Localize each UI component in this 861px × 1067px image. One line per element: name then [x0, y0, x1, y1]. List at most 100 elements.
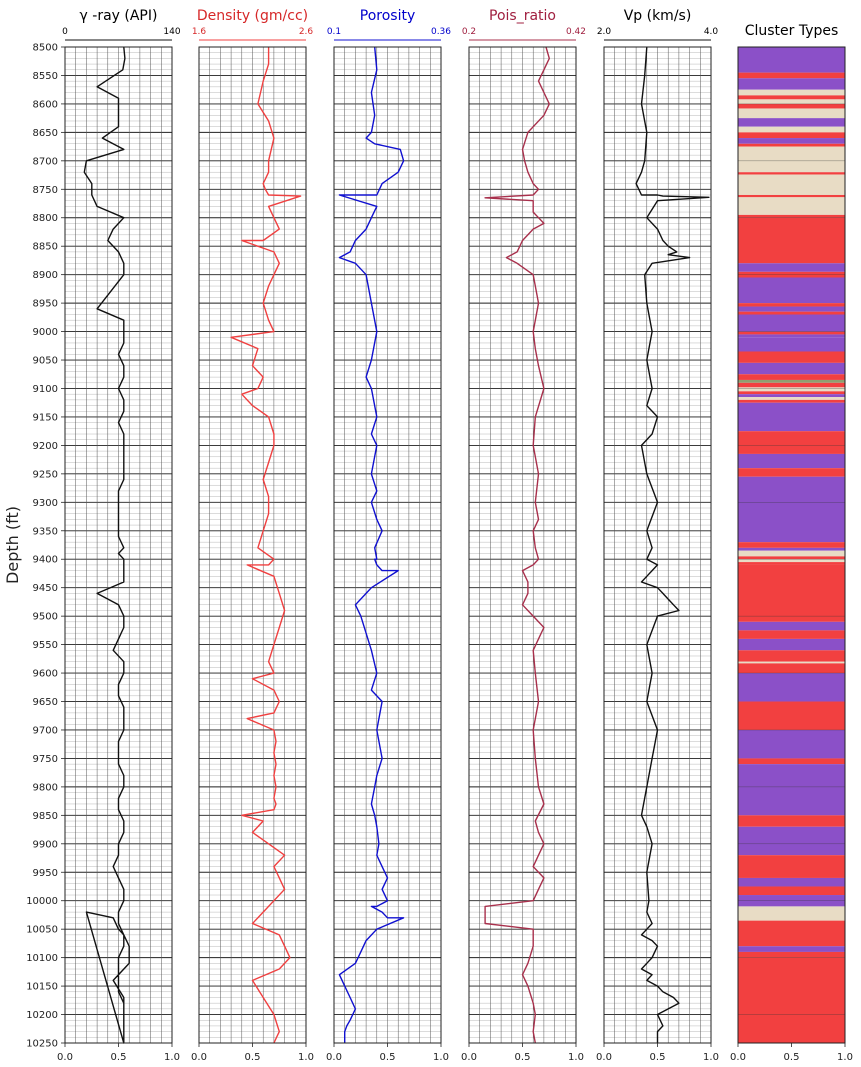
scale-max-label: 0.42	[566, 27, 586, 37]
cluster-band	[738, 306, 845, 312]
cluster-band	[738, 951, 845, 958]
cluster-band	[738, 99, 845, 104]
depth-tick-label: 9550	[33, 640, 58, 651]
depth-tick-label: 10000	[26, 896, 58, 907]
x-tick-label: 1.0	[837, 1052, 853, 1063]
cluster-band	[738, 542, 845, 548]
x-tick-label: 1.0	[164, 1052, 180, 1063]
depth-tick-label: 9700	[33, 725, 58, 736]
cluster-band	[738, 663, 845, 674]
cluster-band	[738, 126, 845, 133]
depth-tick-label: 10050	[26, 925, 58, 936]
scale-min-label: 0.1	[327, 27, 341, 37]
scale-min-label: 1.6	[192, 27, 207, 37]
track-3: 0.1 0.36 Porosity 0.0 0.5 1.0	[326, 8, 451, 1063]
cluster-band	[738, 263, 845, 272]
x-tick-label: 0.5	[784, 1052, 800, 1063]
scale-max-label: 4.0	[704, 27, 719, 37]
depth-tick-label: 9000	[33, 327, 58, 338]
depth-tick-label: 9450	[33, 583, 58, 594]
log-curve	[83, 46, 130, 1044]
depth-tick-label: 9200	[33, 441, 58, 452]
x-tick-label: 0.5	[380, 1052, 396, 1063]
cluster-band	[738, 174, 845, 195]
depth-tick-label: 8550	[33, 71, 58, 82]
cluster-band	[738, 138, 845, 144]
cluster-band	[738, 547, 845, 551]
cluster-band	[738, 564, 845, 622]
cluster-band	[738, 197, 845, 215]
track-title: Porosity	[360, 8, 415, 24]
cluster-band	[738, 431, 845, 454]
log-curve	[635, 46, 710, 1043]
cluster-band	[738, 764, 845, 816]
depth-tick-label: 9300	[33, 498, 58, 509]
cluster-band	[738, 729, 845, 759]
log-curve	[230, 47, 302, 1044]
depth-tick-label: 8500	[33, 43, 58, 54]
cluster-band	[738, 143, 845, 147]
cluster-band	[738, 103, 845, 109]
scale-max-label: 0.36	[431, 27, 451, 37]
x-tick-label: 0.0	[596, 1052, 612, 1063]
x-tick-label: 0.0	[326, 1052, 342, 1063]
depth-tick-label: 8700	[33, 156, 58, 167]
depth-tick-label: 8750	[33, 185, 58, 196]
depth-tick-label: 9600	[33, 669, 58, 680]
cluster-band	[738, 217, 845, 264]
depth-axis: 8500 8550 8600 8650 8700 8750 8800 8850 8900 8950…	[26, 43, 65, 1050]
cluster-band	[738, 920, 845, 947]
track-1: 0 140 γ -ray (API) 0.0 0.5 1.0	[57, 8, 181, 1063]
depth-tick-label: 9800	[33, 782, 58, 793]
depth-tick-label: 9900	[33, 839, 58, 850]
cluster-band	[738, 387, 845, 392]
cluster-band	[738, 331, 845, 335]
depth-tick-label: 9250	[33, 469, 58, 480]
cluster-band	[738, 661, 845, 664]
depth-tick-label: 8900	[33, 270, 58, 281]
cluster-band	[738, 311, 845, 315]
depth-tick-label: 10100	[26, 953, 58, 964]
x-tick-label: 1.0	[298, 1052, 314, 1063]
depth-tick-label: 9350	[33, 526, 58, 537]
x-tick-label: 1.0	[703, 1052, 719, 1063]
cluster-band	[738, 476, 845, 543]
depth-tick-label: 10150	[26, 982, 58, 993]
depth-tick-label: 8600	[33, 99, 58, 110]
depth-tick-label: 9150	[33, 412, 58, 423]
cluster-band	[738, 172, 845, 175]
cluster-band	[738, 382, 845, 388]
track-2: 1.6 2.6 Density (gm/cc) 0.0 0.5 1.0	[191, 8, 314, 1063]
depth-tick-label: 8850	[33, 242, 58, 253]
depth-tick-label: 9400	[33, 555, 58, 566]
scale-max-label: 2.6	[299, 27, 314, 37]
cluster-band	[738, 334, 845, 338]
depth-tick-label: 8800	[33, 213, 58, 224]
cluster-band	[738, 118, 845, 127]
depth-tick-label: 9850	[33, 811, 58, 822]
cluster-band	[738, 214, 845, 218]
track-title: Vp (km/s)	[624, 8, 692, 24]
cluster-band	[738, 559, 845, 563]
cluster-band	[738, 957, 845, 1043]
track-4: 0.2 0.42 Pois_ratio 0.0 0.5 1.0	[461, 8, 586, 1063]
scale-max-label: 140	[163, 27, 180, 37]
track-title: Cluster Types	[745, 23, 839, 39]
cluster-band	[738, 673, 845, 702]
cluster-band	[738, 402, 845, 432]
cluster-band	[738, 826, 845, 856]
cluster-band	[738, 351, 845, 363]
cluster-band	[738, 397, 845, 400]
cluster-band	[738, 621, 845, 631]
depth-tick-label: 9500	[33, 612, 58, 623]
depth-tick-label: 8650	[33, 128, 58, 139]
cluster-band	[738, 78, 845, 90]
scale-min-label: 0.2	[462, 27, 476, 37]
track-5: 2.0 4.0 Vp (km/s) 0.0 0.5 1.0	[596, 8, 719, 1063]
x-tick-label: 0.0	[461, 1052, 477, 1063]
cluster-band	[738, 758, 845, 765]
cluster-band	[738, 337, 845, 352]
cluster-band	[738, 550, 845, 557]
cluster-band	[738, 906, 845, 921]
